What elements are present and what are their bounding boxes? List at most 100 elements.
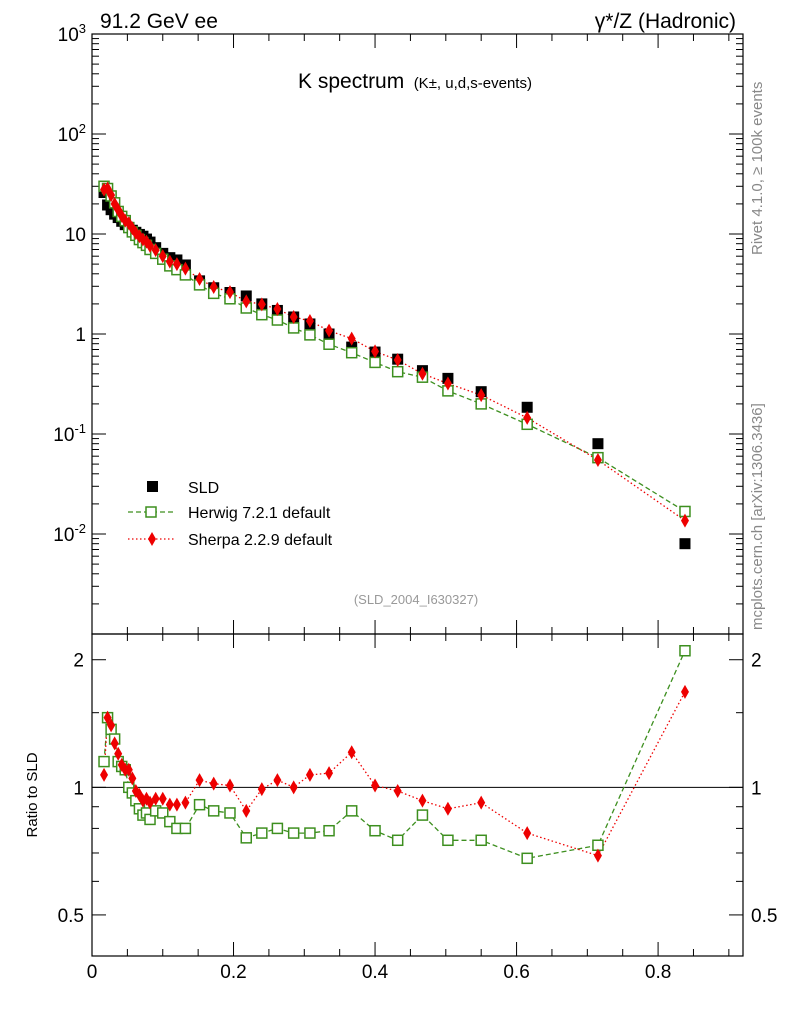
data-point-herwig [391,365,404,378]
ratio-plot-data [98,644,691,865]
data-point-herwig [271,314,284,326]
ratio-point-sherpa [443,801,452,816]
main-plot-data [98,180,691,550]
ratio-point-sherpa [393,784,402,799]
ratio-plot-frame [91,633,744,957]
data-point-sld [592,438,604,450]
ratio-point-sherpa [181,795,190,810]
ratio-point-sherpa [325,766,334,781]
x-tick-label-0.8: 0.8 [645,962,671,983]
ratio-point-herwig [475,834,487,847]
legend-label-sld: SLD [188,480,219,497]
y-tick-label-1e3: 103 [58,21,86,46]
legend-marker-sld [147,481,158,492]
ratio-point-herwig [369,824,381,837]
data-point-sherpa [347,331,356,346]
y-tick-label-10: 10 [65,225,86,246]
ratio-point-sherpa [128,771,137,786]
data-point-sherpa [195,271,204,286]
data-point-sherpa [225,285,234,300]
ratio-point-sherpa [305,767,314,782]
data-point-sherpa [273,301,282,316]
data-point-sherpa [393,352,402,367]
data-point-sherpa [172,257,181,272]
ratio-point-sherpa [195,773,204,788]
data-point-sherpa [209,280,218,295]
ratio-point-sherpa [114,746,123,761]
x-tick-label-0: 0 [87,962,98,983]
data-point-sherpa [477,388,486,403]
ratio-point-herwig [179,822,192,835]
legend-label-sherpa: Sherpa 2.2.9 default [188,532,333,549]
ratio-point-herwig [391,834,404,847]
title-main: K spectrum [298,70,404,93]
data-point-sherpa [305,313,314,328]
mcplots-label: mcplots.cern.ch [arXiv:1306.3436] [749,403,766,630]
data-point-sherpa [158,249,167,264]
ratio-point-herwig [240,832,253,844]
x-tick-label-0.6: 0.6 [503,962,529,983]
data-point-sherpa [325,323,334,338]
data-point-herwig [345,346,358,359]
ratio-point-herwig [679,644,691,657]
legend-marker-sherpa [148,532,156,546]
data-point-sld [679,538,691,550]
main-plot-title: K spectrum (K±, u,d,s-events) [298,70,532,93]
data-point-sherpa [257,297,266,312]
data-point-sherpa [289,309,298,324]
ratio-point-sherpa [158,791,167,806]
data-point-sherpa [523,410,532,425]
main-axis-ticks [91,33,743,635]
ratio-point-herwig [224,807,236,819]
ratio-point-herwig [304,827,316,839]
rivet-label: Rivet 4.1.0, ≥ 100k events [749,82,766,255]
ratio-y-tick-right-1: 1 [751,778,762,799]
data-point-sherpa [680,513,689,528]
data-point-sherpa [146,238,155,253]
data-point-sherpa [418,366,427,381]
ratio-point-sherpa [165,797,174,812]
ratio-point-herwig [442,834,454,847]
ratio-point-herwig [157,807,169,819]
header-left: 91.2 GeV ee [100,10,218,33]
data-point-sherpa [151,243,160,258]
y-tick-label-1e-2: 10-2 [53,521,86,546]
ratio-point-herwig [345,805,358,817]
ratio-point-sherpa [680,684,689,699]
data-point-herwig [304,329,316,341]
ratio-point-sherpa [257,782,266,797]
ratio-point-herwig [323,824,335,837]
ratio-point-herwig [207,805,220,817]
data-point-sherpa [443,376,452,391]
data-point-sld [521,401,533,413]
ratio-point-sherpa [371,778,380,793]
ratio-point-herwig [193,798,206,811]
ratio-point-sherpa [418,793,427,808]
legend-label-herwig: Herwig 7.2.1 default [188,505,331,522]
ratio-point-sherpa [242,803,251,818]
data-point-sherpa [121,213,130,228]
x-tick-label-0.4: 0.4 [362,962,389,983]
analysis-watermark: (SLD_2004_I630327) [354,592,478,607]
data-point-herwig [369,356,381,369]
ratio-y-tick-left-1: 1 [73,778,84,799]
ratio-point-herwig [271,822,284,835]
ratio-point-sherpa [100,767,109,782]
ratio-point-sherpa [273,773,282,788]
ratio-point-sherpa [523,826,532,841]
ratio-point-sherpa [124,762,133,777]
ratio-y-tick-left-2: 2 [73,651,84,672]
data-point-herwig [323,338,335,350]
data-point-sherpa [371,344,380,359]
ratio-point-sherpa [593,848,602,863]
ratio-point-sherpa [289,780,298,795]
ratio-point-herwig [256,827,268,839]
header-right: γ*/Z (Hadronic) [595,10,736,33]
ratio-point-sherpa [209,776,218,791]
y-tick-label-1: 1 [75,325,86,346]
data-point-sherpa [107,188,116,203]
ratio-point-sherpa [347,745,356,760]
ratio-point-herwig [164,815,176,828]
main-y-tick-labels: 10-2 10-1 1 10 102 103 [53,21,86,546]
